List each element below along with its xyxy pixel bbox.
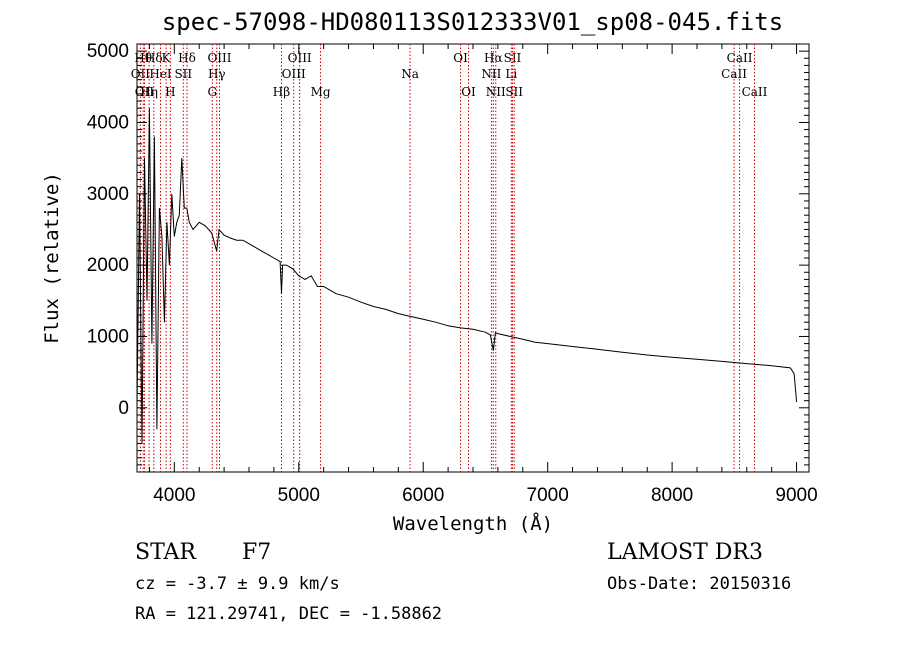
x-tick-label-4: 8000 <box>651 485 693 506</box>
object-class: STAR <box>135 540 196 565</box>
line-label-17: Na <box>401 67 419 81</box>
survey-name: LAMOST DR3 <box>607 540 763 565</box>
x-axis-label: Wavelength (Å) <box>393 512 553 535</box>
line-label-25: SII <box>505 85 523 99</box>
line-label-16: Mg <box>311 85 331 99</box>
line-label-18: OI <box>453 51 468 65</box>
x-tick-label-2: 6000 <box>402 485 444 506</box>
line-label-4: Hδ <box>145 51 163 65</box>
y-axis-label: Flux (relative) <box>41 172 63 344</box>
line-label-26: CaII <box>721 67 747 81</box>
line-label-3: Hη <box>140 85 158 99</box>
line-label-11: Hγ <box>208 67 226 81</box>
line-label-22: NII <box>486 85 506 99</box>
obs-date: Obs-Date: 20150316 <box>607 574 792 594</box>
coordinates: RA = 121.29741, DEC = -1.58862 <box>135 604 443 624</box>
line-label-15: OIII <box>288 51 312 65</box>
line-label-23: Li <box>505 67 517 81</box>
line-label-9: Hδ <box>178 51 196 65</box>
line-label-8: SII <box>174 67 192 81</box>
y-tick-label-1: 1000 <box>87 326 129 347</box>
line-label-14: OIII <box>282 67 306 81</box>
plot-frame <box>136 43 810 473</box>
x-tick-label-3: 7000 <box>527 485 569 506</box>
line-label-2: OII <box>135 85 155 99</box>
line-label-10: G <box>207 85 217 99</box>
chart-title: spec-57098-HD080113S012333V01_sp08-045.f… <box>161 8 784 36</box>
redshift-cz: cz = -3.7 ± 9.9 km/s <box>135 574 340 594</box>
y-tick-label-4: 4000 <box>87 112 129 133</box>
x-tick-label-0: 4000 <box>153 485 195 506</box>
spectrum-line <box>136 108 798 444</box>
y-tick-label-2: 2000 <box>87 255 129 276</box>
y-tick-label-5: 5000 <box>87 41 129 62</box>
subclass: F7 <box>242 540 272 565</box>
x-tick-label-1: 5000 <box>278 485 320 506</box>
line-label-5: HeI <box>149 67 172 81</box>
line-label-19: OI <box>461 85 476 99</box>
line-label-0: OII <box>131 67 151 81</box>
line-label-28: CaII <box>742 85 768 99</box>
line-label-7: H <box>165 85 175 99</box>
line-label-12: OIII <box>207 51 231 65</box>
line-label-24: SII <box>504 51 522 65</box>
line-label-27: CaII <box>727 51 753 65</box>
line-label-6: K <box>162 51 172 65</box>
x-tick-label-5: 9000 <box>775 485 817 506</box>
line-label-20: NII <box>481 67 501 81</box>
line-label-13: Hβ <box>273 85 290 99</box>
line-label-21: Hα <box>484 51 503 65</box>
y-tick-label-3: 3000 <box>87 184 129 205</box>
y-tick-label-0: 0 <box>118 398 129 419</box>
line-label-1: Hθ <box>134 51 152 65</box>
